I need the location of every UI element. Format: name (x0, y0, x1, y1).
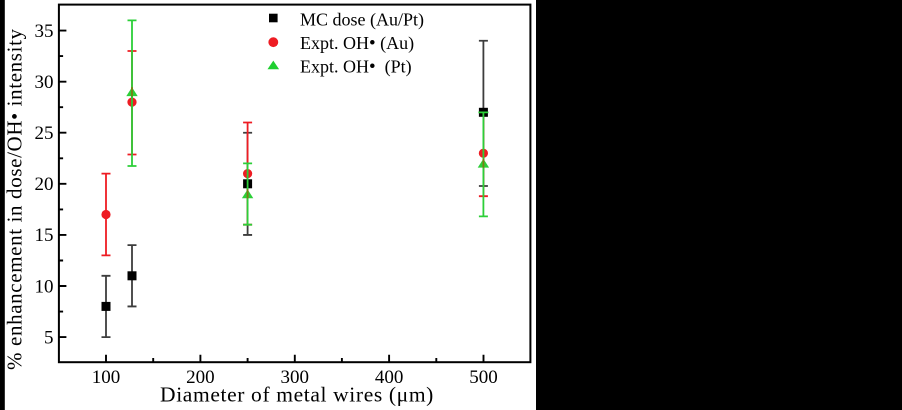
svg-text:100: 100 (92, 367, 121, 388)
svg-text:200: 200 (186, 367, 215, 388)
svg-text:300: 300 (281, 367, 310, 388)
svg-text:% enhancement in dose/OH• inte: % enhancement in dose/OH• intensity (3, 28, 27, 370)
svg-text:5: 5 (44, 327, 54, 348)
svg-text:25: 25 (35, 123, 54, 144)
svg-text:30: 30 (35, 72, 54, 93)
svg-text:35: 35 (35, 21, 54, 42)
svg-text:500: 500 (469, 367, 498, 388)
svg-text:15: 15 (35, 225, 54, 246)
svg-text:20: 20 (35, 174, 54, 195)
svg-text:10: 10 (35, 276, 54, 297)
svg-text:MC dose (Au/Pt): MC dose (Au/Pt) (300, 9, 424, 30)
svg-text:Diameter of metal wires (μm): Diameter of metal wires (μm) (160, 383, 434, 407)
svg-text:400: 400 (375, 367, 404, 388)
svg-text:Expt. OH• (Pt): Expt. OH• (Pt) (300, 56, 412, 77)
svg-text:Expt. OH• (Au): Expt. OH• (Au) (300, 33, 414, 54)
